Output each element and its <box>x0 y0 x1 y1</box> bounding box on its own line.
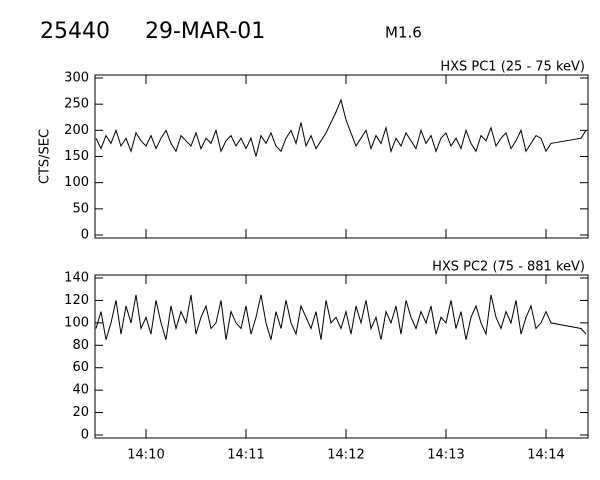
x-tick-label: 14:10 <box>127 448 164 463</box>
y-tick-label: 150 <box>64 149 89 164</box>
plot-frame <box>94 274 589 439</box>
y-tick-label: 50 <box>72 201 89 216</box>
y-tick-label: 300 <box>64 71 89 86</box>
y-tick-label: 100 <box>64 315 89 330</box>
y-tick-label: 120 <box>64 293 89 308</box>
x-tick-label: 14:12 <box>327 448 364 463</box>
panel-title: HXS PC1 (25 - 75 keV) <box>440 60 585 75</box>
flare-class: M1.6 <box>385 24 422 42</box>
y-tick-label: 0 <box>81 428 89 443</box>
x-tick-label: 14:14 <box>527 448 564 463</box>
y-tick-label: 0 <box>81 228 89 243</box>
y-axis-label: CTS/SEC <box>38 129 53 184</box>
y-tick-label: 60 <box>72 360 89 375</box>
y-tick-label: 20 <box>72 405 89 420</box>
y-tick-label: 140 <box>64 271 89 286</box>
data-line <box>95 294 587 340</box>
data-line <box>95 98 587 157</box>
y-tick-label: 250 <box>64 97 89 112</box>
x-tick-label: 14:13 <box>427 448 464 463</box>
y-tick-label: 80 <box>72 338 89 353</box>
x-tick-label: 14:11 <box>227 448 264 463</box>
y-tick-label: 100 <box>64 175 89 190</box>
panel-title: HXS PC2 (75 - 881 keV) <box>432 260 585 275</box>
y-tick-label: 200 <box>64 123 89 138</box>
date: 29-MAR-01 <box>145 19 265 44</box>
event-id: 25440 <box>40 19 110 44</box>
y-tick-label: 40 <box>72 383 89 398</box>
